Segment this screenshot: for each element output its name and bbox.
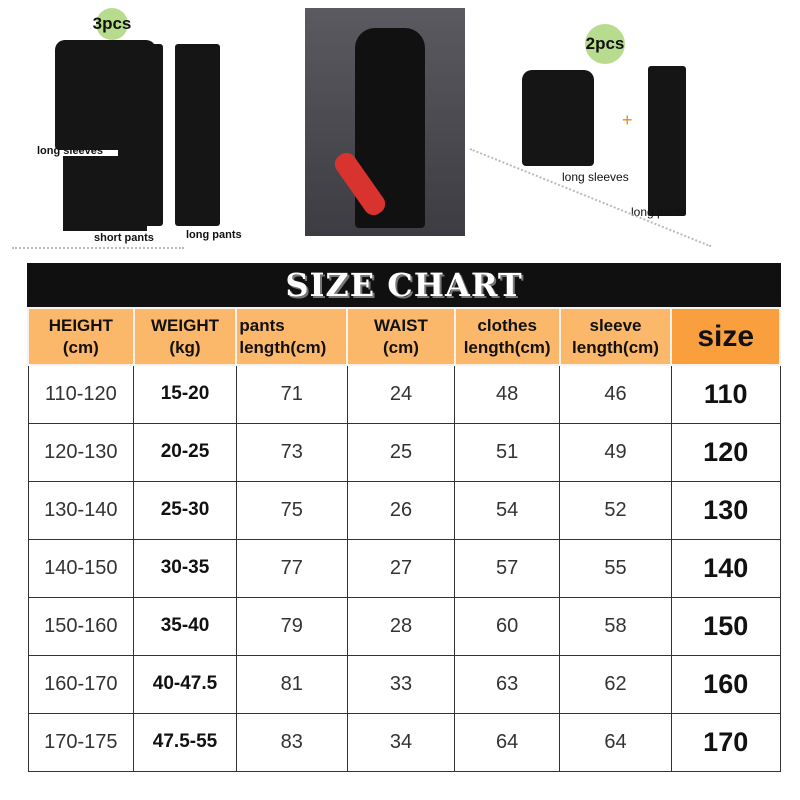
header-waist: WAIST (cm) xyxy=(346,307,456,366)
header-text: length(cm) xyxy=(572,337,659,357)
cell-height: 160-170 xyxy=(27,654,135,714)
header-text: WAIST xyxy=(374,315,428,335)
cell-pants-length: 75 xyxy=(235,480,348,540)
cell-pants-length: 73 xyxy=(235,422,348,482)
header-text: length(cm) xyxy=(239,337,327,357)
header-text: sleeve xyxy=(589,315,642,335)
plus-icon: + xyxy=(622,110,633,130)
long-sleeve-shirt-image xyxy=(55,40,115,150)
cell-clothes-length: 57 xyxy=(454,538,561,598)
cell-weight: 25-30 xyxy=(133,480,237,540)
header-text: WEIGHT xyxy=(151,315,220,335)
size-chart-title: SIZE CHART xyxy=(27,263,781,307)
cell-pants-length: 83 xyxy=(235,712,348,772)
table-row: 140-150 30-35 77 27 57 55 140 xyxy=(27,538,781,598)
long-sleeve-shirt-image xyxy=(522,70,594,166)
header-text: size xyxy=(697,319,755,353)
size-table: HEIGHT (cm) WEIGHT (kg) pants length(cm) WAIST… xyxy=(27,307,781,772)
cell-weight: 40-47.5 xyxy=(133,654,237,714)
header-pants-length: pants length(cm) xyxy=(235,307,349,366)
cell-pants-length: 71 xyxy=(235,364,348,424)
cell-clothes-length: 51 xyxy=(454,422,561,482)
cell-clothes-length: 48 xyxy=(454,364,561,424)
cell-sleeve-length: 46 xyxy=(559,364,672,424)
cell-size: 130 xyxy=(670,480,781,540)
cell-weight: 15-20 xyxy=(133,364,237,424)
header-size: size xyxy=(670,307,781,366)
cell-weight: 35-40 xyxy=(133,596,237,656)
table-header-row: HEIGHT (cm) WEIGHT (kg) pants length(cm) WAIST… xyxy=(27,307,781,366)
label-long-pants: long pants xyxy=(186,229,242,241)
cell-clothes-length: 64 xyxy=(454,712,561,772)
header-sleeve-length: sleeve length(cm) xyxy=(558,307,673,366)
label-short-pants: short pants xyxy=(94,232,154,244)
dotted-divider xyxy=(12,247,184,249)
label-long-sleeves: long sleeves xyxy=(562,170,629,184)
long-pants-image xyxy=(175,44,220,226)
cell-sleeve-length: 52 xyxy=(559,480,672,540)
header-weight: WEIGHT (kg) xyxy=(132,307,238,366)
cell-size: 140 xyxy=(670,538,781,598)
cell-weight: 47.5-55 xyxy=(133,712,237,772)
table-row: 170-175 47.5-55 83 34 64 64 170 xyxy=(27,712,781,772)
table-row: 110-120 15-20 71 24 48 46 110 xyxy=(27,364,781,424)
cell-waist: 28 xyxy=(346,596,456,656)
cell-pants-length: 77 xyxy=(235,538,348,598)
table-row: 160-170 40-47.5 81 33 63 62 160 xyxy=(27,654,781,714)
label-long-pants: long pants xyxy=(631,205,687,219)
header-text: clothes xyxy=(477,315,537,335)
size-chart: SIZE CHART HEIGHT (cm) WEIGHT (kg) pants leng… xyxy=(27,263,781,772)
cell-size: 110 xyxy=(670,364,781,424)
cell-sleeve-length: 64 xyxy=(559,712,672,772)
header-text: (cm) xyxy=(383,337,419,357)
cell-waist: 26 xyxy=(346,480,456,540)
cell-weight: 20-25 xyxy=(133,422,237,482)
cell-pants-length: 79 xyxy=(235,596,348,656)
cell-height: 140-150 xyxy=(27,538,135,598)
badge-2pcs: 2pcs xyxy=(585,24,625,64)
cell-weight: 30-35 xyxy=(133,538,237,598)
header-text: length(cm) xyxy=(463,337,551,357)
model-skateboard-photo xyxy=(305,8,465,236)
header-clothes-length: clothes length(cm) xyxy=(453,307,561,366)
cell-sleeve-length: 55 xyxy=(559,538,672,598)
cell-height: 110-120 xyxy=(27,364,135,424)
cell-size: 160 xyxy=(670,654,781,714)
table-row: 120-130 20-25 73 25 51 49 120 xyxy=(27,422,781,482)
header-text: HEIGHT xyxy=(48,315,113,335)
cell-size: 120 xyxy=(670,422,781,482)
cell-sleeve-length: 62 xyxy=(559,654,672,714)
cell-waist: 34 xyxy=(346,712,456,772)
cell-height: 150-160 xyxy=(27,596,135,656)
header-text: (cm) xyxy=(62,337,99,357)
table-row: 150-160 35-40 79 28 60 58 150 xyxy=(27,596,781,656)
cell-waist: 25 xyxy=(346,422,456,482)
cell-height: 130-140 xyxy=(27,480,135,540)
cell-clothes-length: 54 xyxy=(454,480,561,540)
cell-size: 150 xyxy=(670,596,781,656)
cell-pants-length: 81 xyxy=(235,654,348,714)
cell-waist: 24 xyxy=(346,364,456,424)
header-text: pants xyxy=(239,315,285,335)
cell-waist: 27 xyxy=(346,538,456,598)
cell-sleeve-length: 58 xyxy=(559,596,672,656)
table-row: 130-140 25-30 75 26 54 52 130 xyxy=(27,480,781,540)
cell-clothes-length: 63 xyxy=(454,654,561,714)
badge-3pcs: 3pcs xyxy=(93,8,131,40)
header-text: (kg) xyxy=(169,337,201,357)
header-height: HEIGHT (cm) xyxy=(27,307,135,366)
cell-sleeve-length: 49 xyxy=(559,422,672,482)
cell-height: 170-175 xyxy=(27,712,135,772)
short-pants-image xyxy=(95,156,147,231)
cell-height: 120-130 xyxy=(27,422,135,482)
long-pants-image xyxy=(648,66,686,216)
cell-size: 170 xyxy=(670,712,781,772)
cell-waist: 33 xyxy=(346,654,456,714)
cell-clothes-length: 60 xyxy=(454,596,561,656)
